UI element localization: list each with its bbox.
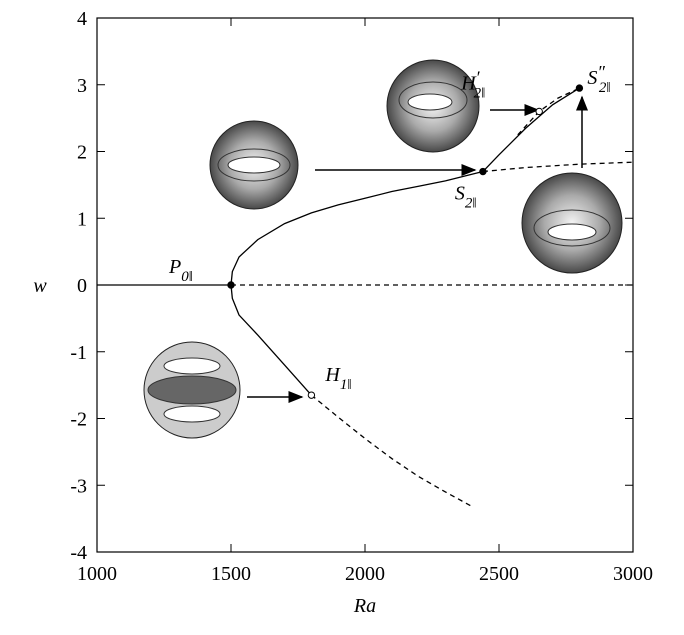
y-tick-label: 2 [77,142,87,164]
point-label: H1‖ [324,364,351,393]
bifurcation-point [227,281,235,289]
point-label-base: H [460,72,477,94]
y-tick-label: -4 [70,542,87,564]
x-tick-label: 1000 [77,563,117,585]
branch-line [310,394,473,508]
inset-sphere [143,341,241,439]
point-label-base: S [455,183,465,205]
point-label-base: H [324,364,341,386]
y-tick-label: 4 [77,8,87,30]
point-label: P0‖ [168,256,193,285]
x-tick-label: 1500 [211,563,251,585]
point-label: S″ 2‖ [587,62,610,96]
y-tick-label: -3 [70,475,87,497]
point-label-base: P [168,256,181,278]
y-tick-label: -2 [70,409,87,431]
x-tick-label: 3000 [613,563,653,585]
branch-line [517,87,580,136]
bifurcation-point [575,84,584,92]
branch-line [230,284,312,396]
y-tick-label: 1 [77,208,87,230]
point-label-base: S [587,67,597,89]
point-label-sub: 2‖ [474,85,486,101]
y-tick-label: 0 [77,275,87,297]
bifurcation-point [307,391,316,399]
inset-sphere [209,120,299,210]
branch-line [482,87,580,172]
point-label: H′ 2‖ [460,67,485,101]
inset-sphere [386,59,480,153]
inset-sphere [521,172,623,274]
point-label-sub: 2‖ [599,80,611,96]
x-tick-label: 2500 [479,563,519,585]
point-label-sup: ″ [597,62,605,82]
x-tick-label: 2000 [345,563,385,585]
point-label-sub: 1‖ [340,377,352,393]
point-label-sup: ′ [476,67,481,87]
bifurcation-point [535,107,543,116]
y-tick-label: -1 [70,342,87,364]
y-axis-label: w [33,275,47,297]
point-label-sub: 0‖ [181,269,193,285]
insets [143,59,623,439]
x-axis-label: Ra [353,595,376,617]
point-label: S2‖ [455,183,477,212]
bifurcation-point [479,167,487,176]
branch-line [230,170,484,286]
branch-line [482,161,634,173]
point-label-sub: 2‖ [465,196,477,212]
y-tick-label: 3 [77,75,87,97]
